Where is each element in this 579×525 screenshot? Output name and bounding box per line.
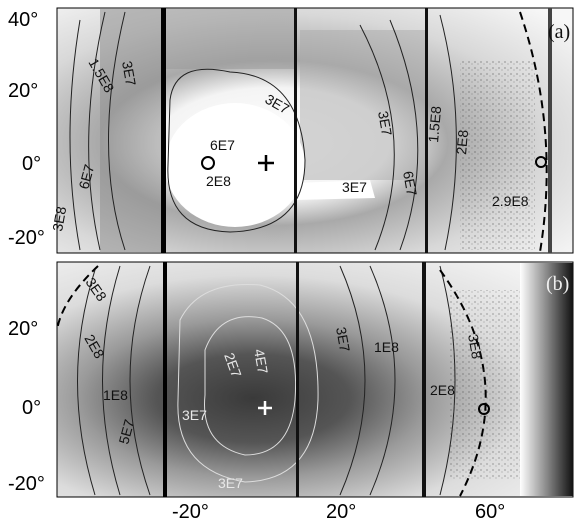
panel-b-y-axis: 20° 0° -20°: [8, 318, 45, 495]
panel-a-contour-label: 3E7: [342, 179, 367, 195]
panel-a-seam-3: [425, 8, 428, 253]
panel-a-contour-label: 6E7: [210, 137, 235, 153]
panel-b-contour-outer: [77, 269, 96, 496]
panel-b-contour-label: 3E7: [218, 475, 243, 491]
panel-b-contour-2: [102, 265, 121, 496]
panel-a-tag: (a): [548, 21, 570, 43]
panel-a-mid-region: [165, 9, 295, 69]
panel-b-seam-1: [163, 262, 167, 497]
panel-a-y-tick: 0°: [22, 153, 41, 175]
panel-a-dark-strip: [100, 9, 162, 253]
panel-a-y-axis: 40° 20° 0° -20°: [8, 9, 45, 249]
panel-b-contour-label: 3E7: [333, 326, 353, 354]
panel-a-seam-4: [548, 8, 552, 253]
x-tick: 60°: [475, 501, 505, 523]
panel-b-contour-label: 5E7: [115, 417, 137, 445]
panel-b-y-tick: 0°: [22, 397, 41, 419]
panel-b-seam-2: [296, 262, 299, 497]
panel-b-right-edge-glow: [520, 263, 573, 496]
panel-b-contour-label: 1E8: [374, 339, 399, 355]
panel-a-contour-far-1: [439, 14, 457, 251]
panel-a-plus-marker: [258, 155, 274, 171]
panel-a-contour-2: [88, 11, 106, 251]
panel-a-dashed-curve: [519, 11, 548, 253]
panel-b-y-tick: 20°: [8, 318, 38, 340]
panel-b-contour-core-1: [177, 283, 319, 483]
panel-b-speckle-band: [450, 290, 520, 480]
x-tick: -20°: [172, 501, 209, 523]
panel-a-y-tick: -20°: [8, 227, 45, 249]
panel-a-speckle-band: [460, 60, 535, 250]
panel-a-circle-marker-right: [535, 156, 547, 168]
panel-b-contour-right-1: [339, 265, 366, 496]
panel-a-contour-core: [167, 68, 306, 233]
panel-a-contour-right-1: [359, 24, 395, 251]
panel-a-y-tick: 40°: [8, 9, 38, 31]
panel-a-right-region: [300, 30, 425, 180]
panel-a-contour-label: 2E8: [453, 129, 471, 155]
panel-b-contour-right-2: [369, 265, 396, 496]
panel-b-y-tick: -20°: [8, 473, 45, 495]
panel-a-contour-right-2: [389, 19, 419, 251]
panel-a-contour-outer: [69, 19, 81, 251]
panel-b-contour-core-2: [204, 316, 297, 456]
panel-a-circle-marker: [201, 156, 215, 170]
panel-b: 3E8 2E8 1E8 5E7 2E7 4E7 3E7 3E7 3E7 1E8 …: [56, 261, 574, 498]
panel-b-circle-marker-right: [478, 403, 490, 415]
panel-a-contour-label: 2E8: [206, 173, 231, 189]
panel-b-contour-3: [129, 265, 151, 496]
panel-a-contour-3: [108, 11, 126, 251]
panel-b-contour-label: 4E7: [251, 348, 271, 376]
panel-b-contour-label: 3E7: [182, 407, 207, 423]
panel-b-tag: (b): [546, 273, 569, 295]
panel-a-contour-label: 3E7: [375, 110, 395, 138]
panel-b-plus-marker: [258, 401, 272, 415]
panel-a-y-tick: 20°: [8, 80, 38, 102]
panel-a-contour-label: 3E8: [49, 205, 69, 233]
x-tick: 20°: [326, 501, 356, 523]
panel-b-contour-label: 2E8: [430, 382, 455, 398]
panel-a-contour-label: 1.5E8: [425, 105, 444, 143]
panel-a-contour-label: 2.9E8: [492, 193, 529, 209]
panel-a-saturated-core: [165, 103, 305, 227]
panel-b-seam-3: [422, 262, 426, 497]
panel-a-seam-1: [161, 8, 166, 253]
panel-a-contour-label: 6E7: [400, 170, 420, 198]
panel-a-saturated-streak: [295, 180, 375, 200]
panel-a-seam-2: [294, 8, 297, 253]
panel-b-contour-label: 3E8: [465, 333, 485, 361]
panel-a-contour-label: 3E7: [119, 60, 139, 88]
x-axis: -20° 20° 60°: [172, 501, 505, 523]
panel-b-dashed-curve-left: [56, 265, 99, 331]
panel-b-contour-label: 1E8: [103, 387, 128, 403]
panel-a-contour-label: 6E7: [75, 162, 97, 190]
panel-a: 1.5E8 3E7 3E7 6E7 6E7 2E8 3E7 3E7 6E7 3E…: [49, 7, 574, 254]
